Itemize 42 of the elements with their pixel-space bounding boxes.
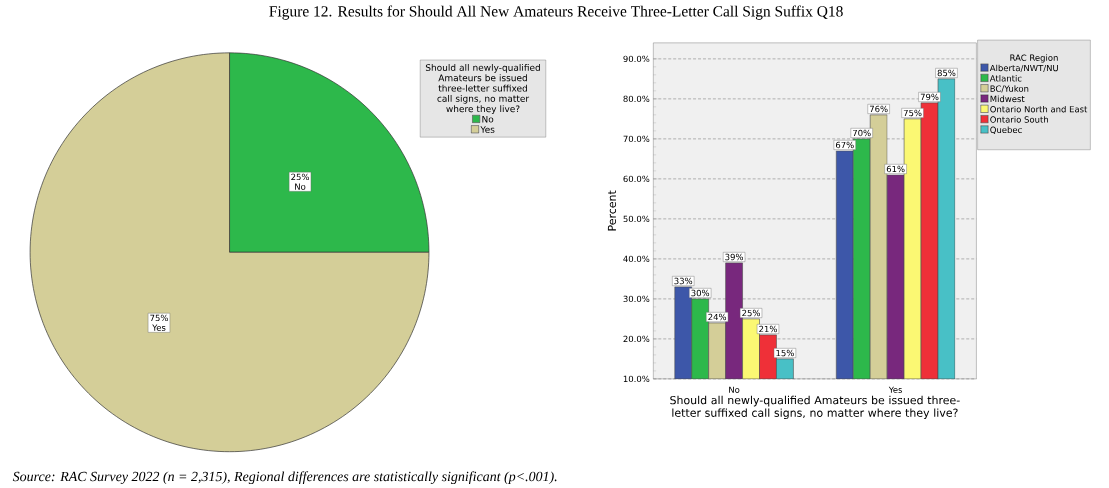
legend-label: Atlantic (989, 75, 1022, 82)
y-tick-label: 90.0% (623, 55, 650, 63)
text: Figure 12. Results for Should All New Amateurs Receive Three-Letter Call Sign Suffix Q18 (269, 5, 843, 20)
legend-title: Should all newly-qualified Amateurs be issued three-letter suffixed call signs, no matter where they live? (425, 64, 540, 115)
data-label: 33% (674, 277, 693, 285)
data-label: 15% (776, 350, 794, 357)
legend-label: BC/Yukon (990, 85, 1029, 93)
data-label: 76% (869, 105, 888, 113)
legend-label: Yes (480, 126, 495, 134)
data-label: 21% (759, 326, 777, 333)
source-note: Source: RAC Survey 2022 (n = 2,315), Regional differences are statistically significant (p<.001). (12, 471, 557, 485)
data-label: 75% (903, 109, 922, 117)
slice-label: Yes (152, 324, 166, 332)
data-label: 25% (291, 173, 309, 181)
data-label: 79% (920, 93, 939, 101)
legend-label: Ontario North and East (990, 106, 1088, 113)
data-label: 67% (835, 141, 854, 149)
y-tick-label: 30.0% (623, 295, 650, 303)
data-label: 39% (725, 253, 744, 261)
y-tick-label: 80.0% (623, 95, 650, 103)
data-label: 24% (708, 314, 727, 321)
x-axis-title: Should all newly-qualified Amateurs be issued three-letter suffixed call signs, no matter where they live? (670, 395, 960, 420)
data-label: 85% (937, 69, 956, 77)
legend-title: RAC Region (1010, 54, 1058, 63)
y-tick-label: 70.0% (623, 135, 650, 143)
legend-label: Quebec (990, 126, 1022, 135)
legend-label: Midwest (990, 95, 1025, 103)
slice-label: No (295, 183, 306, 191)
y-tick-label: 20.0% (623, 335, 650, 343)
legend-label: Ontario South (990, 116, 1048, 123)
y-tick-label: 40.0% (623, 255, 650, 263)
data-label: 30% (691, 289, 710, 297)
data-label: 75% (150, 314, 168, 322)
data-label: 70% (853, 129, 871, 137)
y-axis-title: Percent (607, 190, 617, 231)
y-tick-label: 60.0% (623, 175, 650, 183)
y-tick-label: 50.0% (623, 215, 650, 223)
data-label: 61% (886, 165, 905, 173)
legend-label: No (482, 116, 494, 123)
data-label: 25% (742, 309, 760, 317)
y-tick-label: 10.0% (623, 375, 650, 383)
legend-label: Alberta/NWT/NU (989, 64, 1058, 73)
